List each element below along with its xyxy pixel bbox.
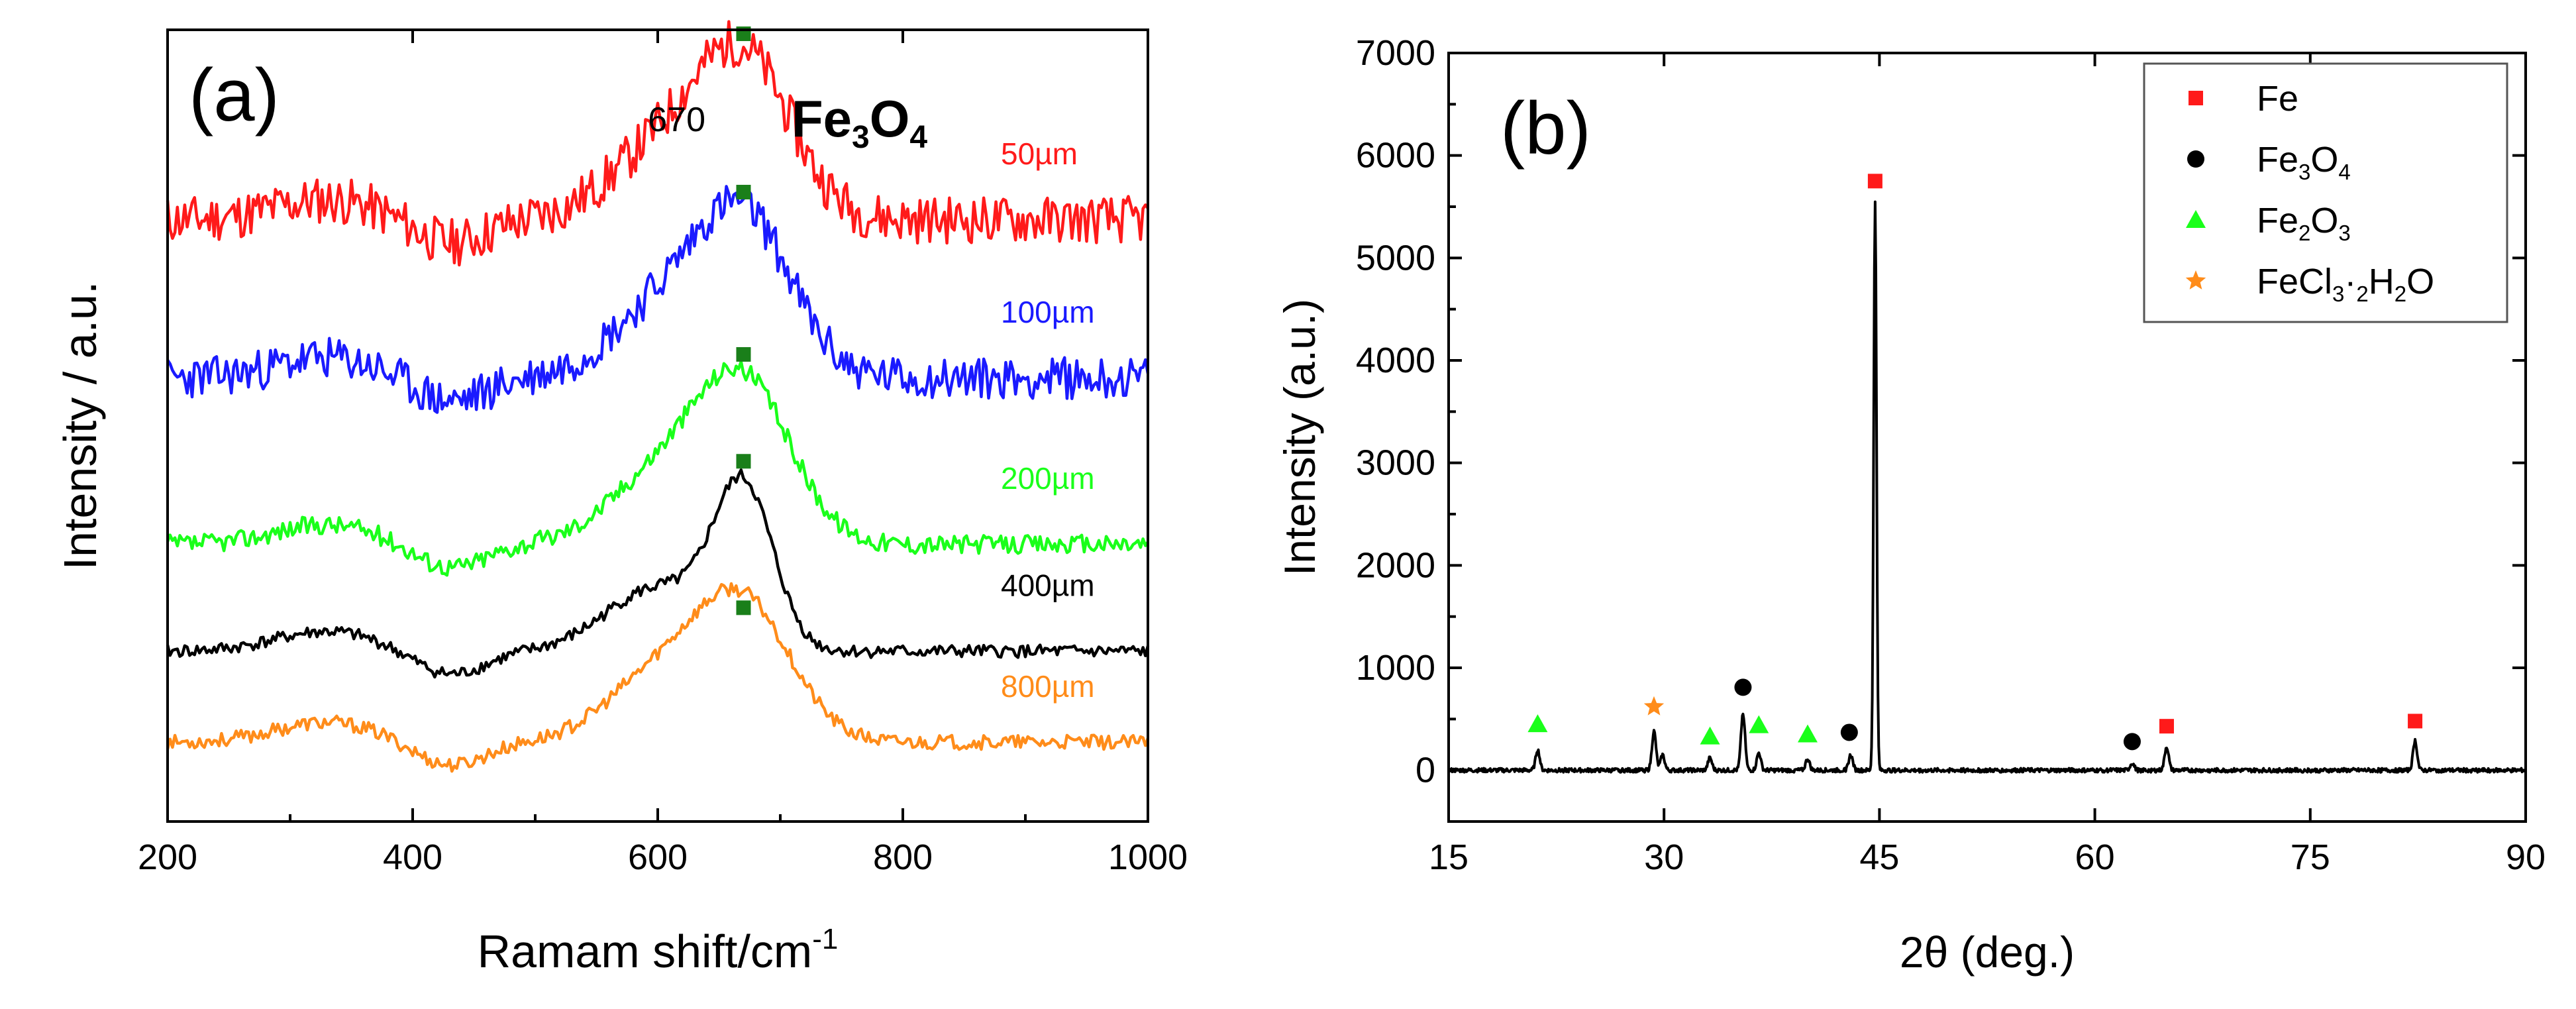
raman-series-line: [166, 20, 1149, 267]
y-axis-label: Intensity / a.u.: [54, 282, 106, 570]
xrd-pattern-line: [1447, 200, 2526, 774]
x-tick-label: 75: [2291, 837, 2330, 877]
legend-marker-triangle: [2186, 210, 2206, 228]
series-label: 50µm: [1001, 136, 1078, 171]
x-tick-label: 15: [1429, 837, 1468, 877]
peak-marker-square: [736, 600, 751, 615]
y-axis-label: Intensity (a.u.): [1275, 299, 1324, 576]
plot-frame: [1447, 52, 2527, 823]
raman-series-line: [166, 582, 1150, 773]
x-tick-label: 600: [628, 837, 688, 877]
peak-marker-square: [736, 346, 751, 362]
raman-series-line: [166, 468, 1150, 679]
y-tick-label: 7000: [1356, 33, 1435, 73]
peak-position-label: 670: [648, 101, 705, 139]
y-tick-label: 4000: [1356, 341, 1435, 380]
phase-marker-triangle: [1798, 724, 1818, 743]
compound-label: Fe3​O4​: [792, 89, 927, 155]
y-tick-label: 0: [1416, 751, 1435, 790]
y-tick-label: 1000: [1356, 648, 1435, 688]
legend-marker-circle: [2187, 150, 2204, 168]
x-tick-label: 30: [1644, 837, 1684, 877]
phase-marker-circle: [2123, 733, 2141, 751]
phase-marker-square: [2408, 714, 2423, 729]
phase-marker-circle: [1734, 678, 1752, 696]
legend-label: Fe3​O4​: [2257, 140, 2351, 184]
xrd-panel: 15 30 45 60 75 90 0 1000 2000 3000 4000 5000 6000 700…: [1275, 33, 2546, 977]
legend-marker-square: [2189, 91, 2203, 105]
x-axis-label: 2θ (deg.): [1900, 928, 2075, 977]
panel-label: (a): [189, 54, 280, 136]
phase-marker-square: [1867, 174, 1882, 189]
phase-marker-square: [2159, 719, 2174, 734]
series-label: 800µm: [1001, 669, 1095, 704]
series-label: 200µm: [1001, 461, 1095, 496]
series-label: 100µm: [1001, 295, 1095, 329]
raman-panel: 50µm 100µm 200µm 400µm 800µm 200 400 600 800 1000…: [54, 20, 1188, 977]
peak-marker-square: [736, 184, 751, 199]
x-tick-label: 800: [873, 837, 933, 877]
phase-marker-triangle: [1700, 726, 1720, 745]
legend: Fe Fe3​O4​ Fe2​O3​ FeCl3​·2​H2​O: [2143, 62, 2508, 323]
series-label: 400µm: [1001, 568, 1095, 602]
legend-marker-star: [2185, 270, 2206, 290]
y-tick-label: 2000: [1356, 545, 1435, 585]
phase-marker-circle: [1840, 723, 1858, 741]
raman-series-line: [166, 185, 1150, 414]
legend-label: Fe2​O3​: [2257, 201, 2351, 245]
peak-marker-square: [736, 454, 751, 469]
y-tick-label: 6000: [1356, 136, 1435, 176]
x-tick-label: 90: [2506, 837, 2546, 877]
legend-label: Fe: [2257, 79, 2298, 119]
y-tick-label: 5000: [1356, 238, 1435, 278]
legend-box: [2143, 62, 2508, 323]
legend-label: FeCl3​·2​H2​O: [2257, 262, 2434, 306]
y-tick-label: 3000: [1356, 443, 1435, 483]
raman-series-line: [166, 360, 1149, 577]
x-tick-label: 200: [138, 837, 197, 877]
phase-marker-triangle: [1527, 714, 1548, 733]
x-axis-label: Ramam shift/cm-1: [478, 923, 839, 977]
phase-marker-triangle: [1749, 715, 1769, 733]
panel-label: (b): [1500, 87, 1591, 170]
x-tick-label: 400: [383, 837, 442, 877]
phase-marker-star: [1643, 696, 1665, 716]
x-tick-label: 45: [1859, 837, 1899, 877]
x-tick-label: 1000: [1108, 837, 1188, 877]
x-tick-label: 60: [2075, 837, 2115, 877]
